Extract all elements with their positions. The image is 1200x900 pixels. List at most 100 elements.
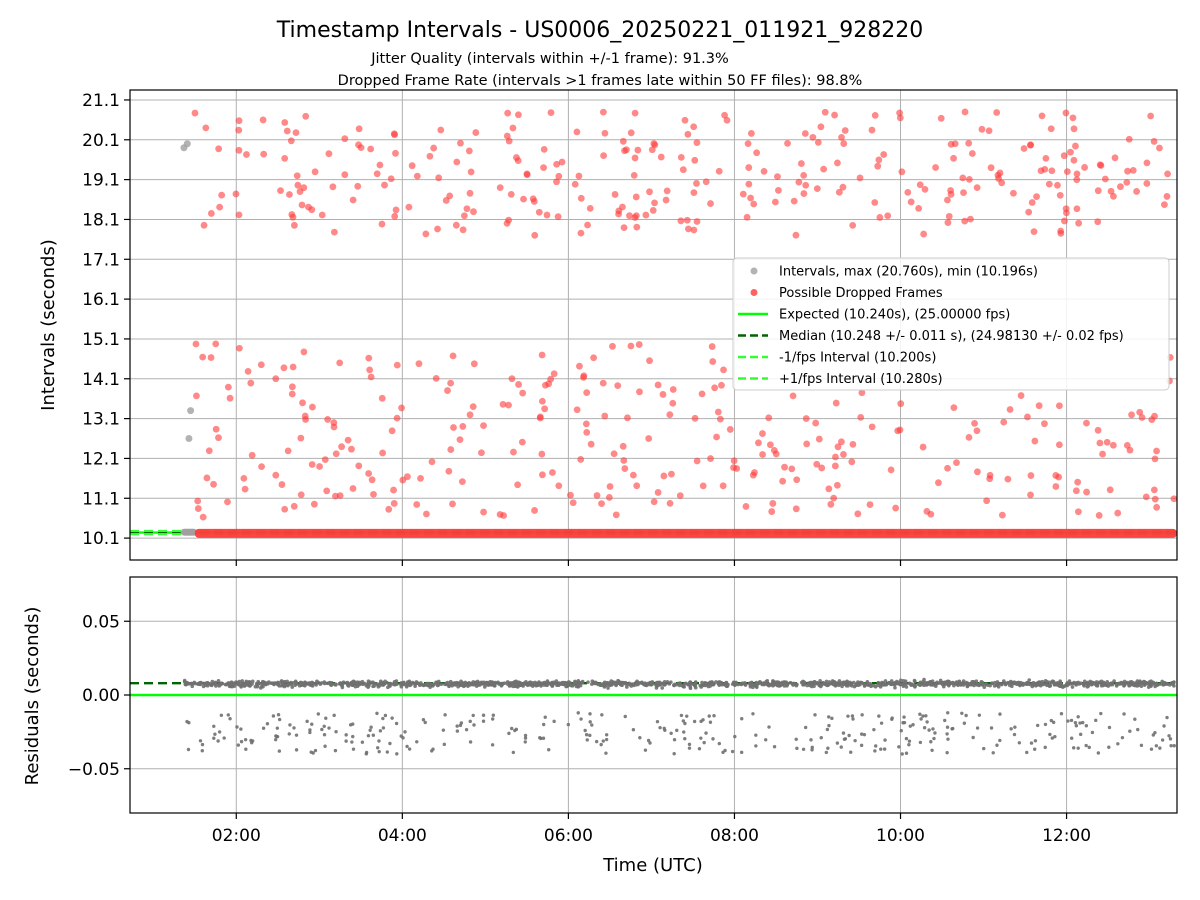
legend-label: -1/fps Interval (10.200s) — [779, 351, 936, 366]
dropped-frame-point — [215, 145, 223, 153]
residual-point — [327, 726, 331, 730]
residual-point — [977, 713, 982, 717]
residual-point — [660, 686, 664, 690]
residual-point — [472, 723, 476, 727]
residual-point — [933, 684, 938, 689]
residual-point — [995, 680, 1000, 684]
residual-point — [841, 681, 846, 686]
dropped-frame-point — [341, 135, 349, 143]
dropped-frame-point — [627, 129, 635, 137]
dropped-frame-point — [593, 492, 601, 499]
dropped-frame-point — [1074, 478, 1082, 486]
residual-point — [912, 683, 917, 687]
dropped-frame-point — [839, 183, 847, 191]
dropped-frame-point — [1125, 135, 1133, 143]
residual-point — [340, 685, 345, 690]
residual-point — [843, 737, 848, 741]
residual-point — [308, 728, 312, 732]
dropped-frame-point — [1111, 154, 1119, 162]
dropped-frame-point — [599, 108, 607, 116]
dropped-frame-point — [755, 439, 762, 447]
dropped-frame-point — [368, 476, 376, 484]
dropped-frame-point — [272, 471, 280, 479]
dropped-frame-point — [630, 171, 638, 179]
dropped-frame-point — [624, 414, 631, 422]
residual-point — [476, 680, 481, 685]
residual-point — [1043, 745, 1047, 750]
dropped-frame-point — [1095, 512, 1103, 519]
dropped-frame-point — [1045, 180, 1053, 188]
residual-point — [939, 681, 944, 685]
residual-point — [604, 733, 609, 737]
residual-point — [1161, 683, 1166, 687]
residual-point — [275, 726, 280, 730]
dropped-frame-point — [691, 414, 699, 422]
residual-point — [754, 733, 758, 737]
dropped-frame-point — [466, 411, 474, 419]
residual-point — [1026, 682, 1031, 686]
residual-point — [1081, 720, 1085, 725]
residual-point — [381, 716, 385, 721]
dropped-frame-point — [299, 399, 306, 407]
residual-point — [184, 682, 189, 687]
dropped-frame-point — [480, 508, 487, 516]
residual-point — [401, 736, 405, 740]
residual-point — [928, 679, 933, 684]
residual-point — [904, 751, 909, 755]
residual-point — [730, 749, 735, 754]
residual-point — [344, 739, 348, 743]
dropped-frame-point — [357, 144, 365, 152]
residual-point — [1004, 682, 1008, 686]
dropped-frame-point — [944, 464, 951, 472]
residual-point — [1116, 742, 1120, 746]
residual-point — [594, 739, 599, 744]
residual-point — [856, 683, 860, 687]
x-tick-label: 04:00 — [378, 826, 427, 846]
residual-point — [198, 739, 203, 743]
dropped-frame-point — [898, 168, 906, 176]
dropped-frame-point — [832, 399, 840, 407]
residual-point — [638, 736, 642, 740]
dropped-frame-point — [567, 491, 574, 499]
residual-point — [512, 679, 517, 684]
residual-point — [883, 679, 888, 683]
residual-point — [366, 685, 370, 689]
dropped-frame-point — [460, 212, 468, 220]
residual-point — [220, 681, 224, 686]
dropped-frame-point — [508, 375, 516, 383]
dropped-frame-point — [707, 200, 714, 207]
dropped-frame-point — [365, 354, 373, 362]
dropped-frame-point — [294, 181, 302, 189]
dropped-frame-point — [191, 109, 199, 117]
dropped-frame-point — [1138, 414, 1146, 421]
residual-point — [951, 726, 955, 731]
dropped-frame-point — [207, 354, 215, 361]
dropped-frame-point — [550, 370, 558, 378]
residual-point — [247, 683, 251, 688]
residual-point — [213, 682, 218, 686]
dropped-frame-point — [916, 181, 924, 189]
dropped-frame-point — [349, 485, 357, 492]
dropped-frame-point — [1151, 495, 1159, 503]
dropped-frame-point — [832, 453, 839, 461]
residual-point — [902, 715, 906, 719]
dropped-frame-point — [330, 419, 338, 427]
residual-point — [1043, 722, 1048, 727]
residual-point — [1050, 736, 1054, 740]
residual-point — [428, 682, 433, 687]
dropped-frame-point — [281, 119, 289, 126]
residual-point — [209, 683, 214, 687]
dropped-frame-point — [995, 175, 1002, 182]
dropped-frame-point — [192, 340, 200, 348]
residual-point — [945, 725, 950, 729]
residual-point — [247, 680, 251, 684]
dropped-frame-point — [207, 210, 215, 217]
residual-point — [697, 747, 702, 751]
dropped-frame-point — [857, 413, 865, 421]
residual-point — [877, 714, 881, 718]
residual-point — [506, 682, 510, 686]
residual-point — [879, 683, 884, 687]
dropped-frame-point — [676, 492, 684, 500]
dropped-frame-point — [718, 381, 725, 389]
